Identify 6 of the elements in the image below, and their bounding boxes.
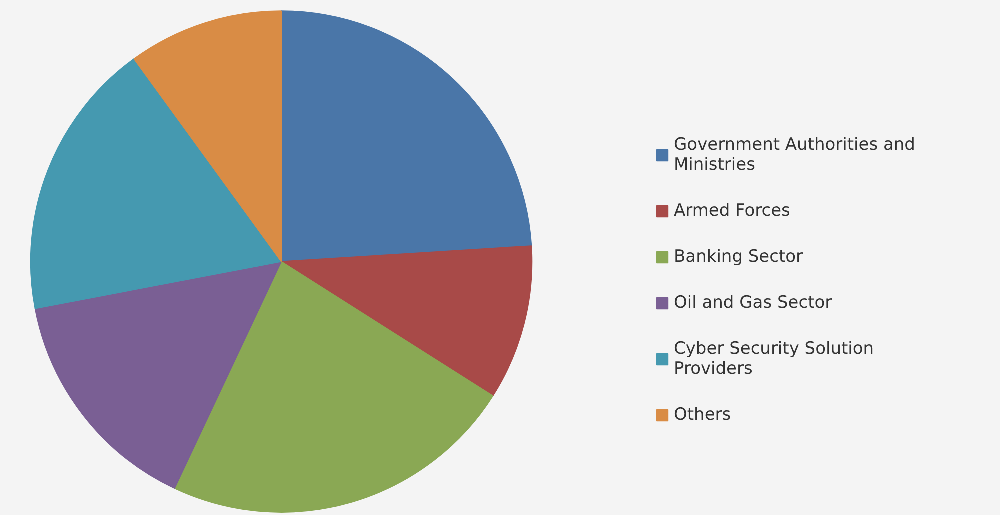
legend-label: Oil and Gas Sector xyxy=(674,293,832,313)
legend-label: Government Authorities and Ministries xyxy=(674,135,916,175)
legend-label: Others xyxy=(674,405,732,425)
legend-label: Cyber Security Solution Providers xyxy=(674,339,874,379)
legend-label: Banking Sector xyxy=(674,247,804,267)
legend-label: Armed Forces xyxy=(674,201,790,221)
